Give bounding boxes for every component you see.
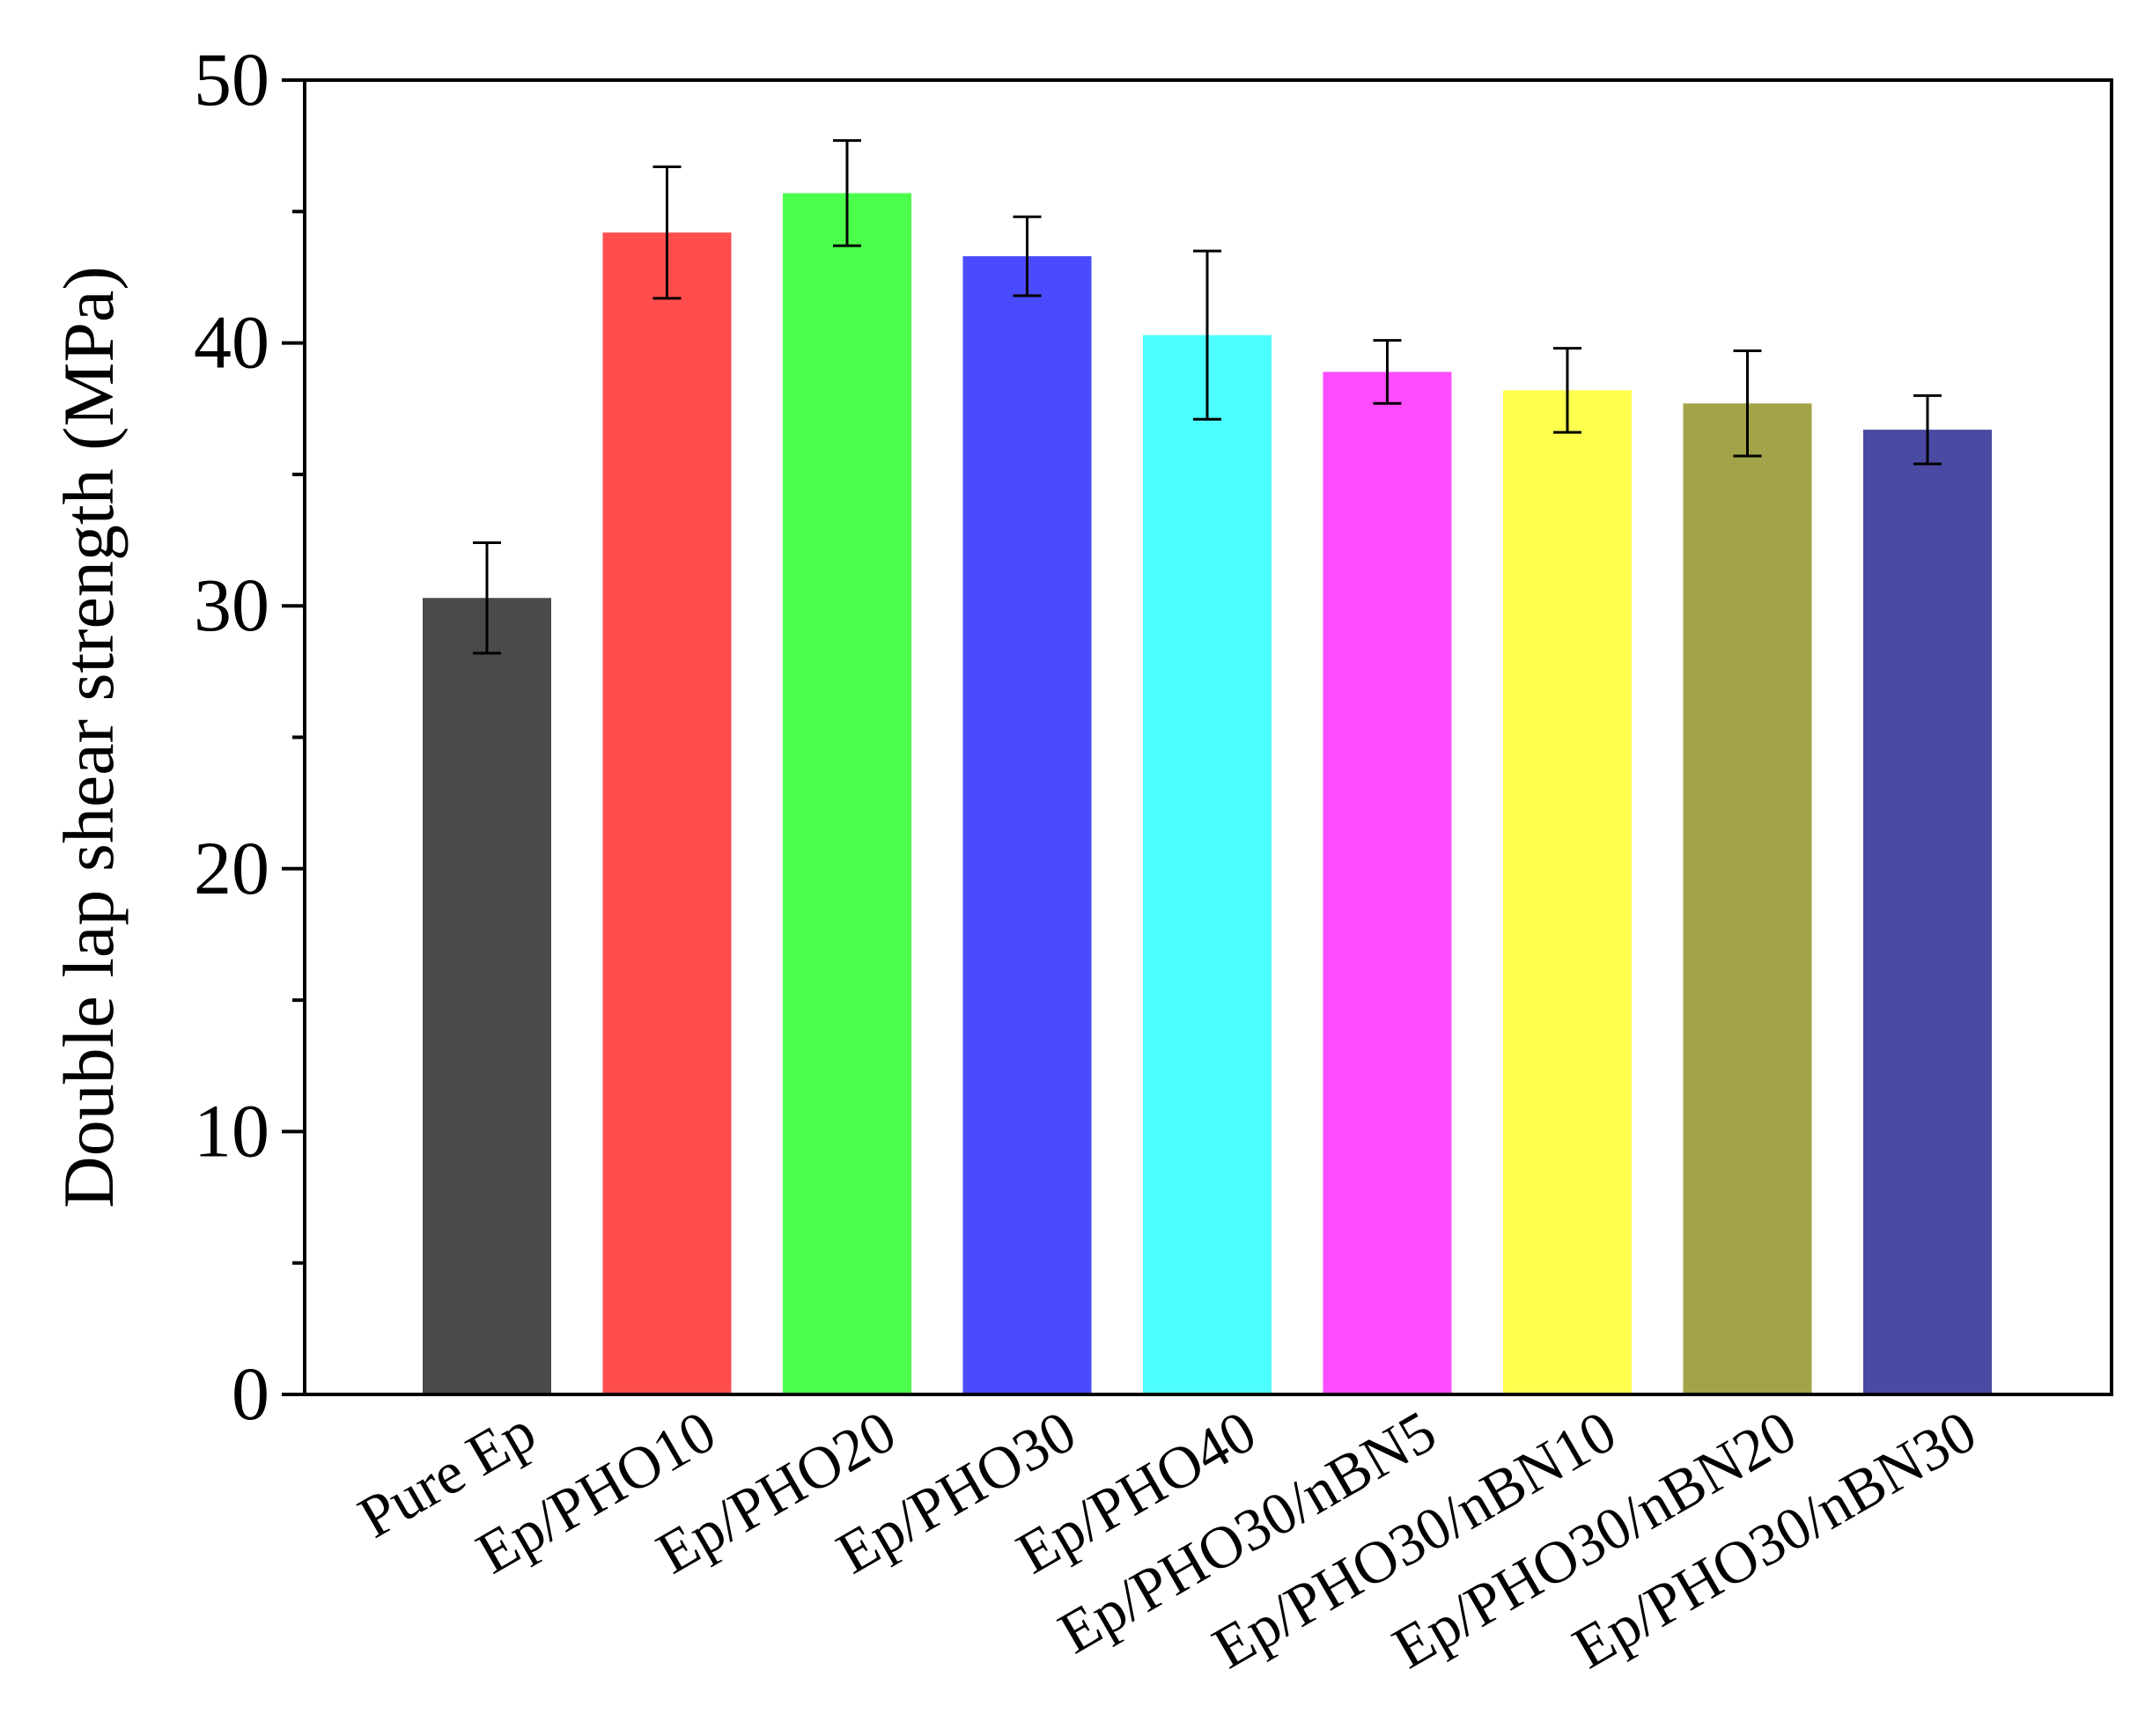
y-tick-label-5: 40 (194, 300, 269, 385)
y-tick-label-6: 50 (194, 37, 269, 121)
error-bar-1 (473, 541, 501, 655)
x-labels-layer: Pure EpEp/PHO10Ep/PHO20Ep/PHO30Ep/PHO40E… (347, 1397, 1987, 1681)
error-bar-9 (1913, 394, 1942, 466)
bar-7 (1503, 390, 1632, 1394)
bar-1 (423, 598, 551, 1394)
error-bar-8 (1733, 349, 1762, 458)
error-bars-layer (473, 139, 1942, 655)
y-tick-label-4: 30 (194, 563, 269, 647)
error-bar-7 (1553, 347, 1581, 434)
bar-9 (1863, 430, 1992, 1395)
y-tick-label-3: 20 (194, 826, 269, 910)
error-bar-6 (1373, 339, 1402, 405)
error-bar-5 (1193, 249, 1221, 421)
bar-5 (1143, 335, 1272, 1395)
error-bar-2 (652, 166, 682, 300)
y-ticks-layer (282, 78, 305, 1396)
error-bar-3 (833, 139, 861, 247)
y-tick-label-2: 10 (194, 1088, 269, 1173)
error-bar-4 (1013, 215, 1042, 298)
bar-4 (962, 256, 1092, 1394)
bar-3 (783, 193, 911, 1395)
y-tick-label-1: 0 (232, 1351, 269, 1436)
bars-layer (423, 193, 1992, 1395)
y-tick-labels-layer: 0 10 20 30 40 50 (194, 37, 269, 1436)
bar-2 (602, 232, 732, 1394)
bar-6 (1323, 371, 1452, 1394)
y-axis-title: Double lap shear strength (MPa) (48, 266, 129, 1208)
bar-8 (1683, 403, 1812, 1394)
